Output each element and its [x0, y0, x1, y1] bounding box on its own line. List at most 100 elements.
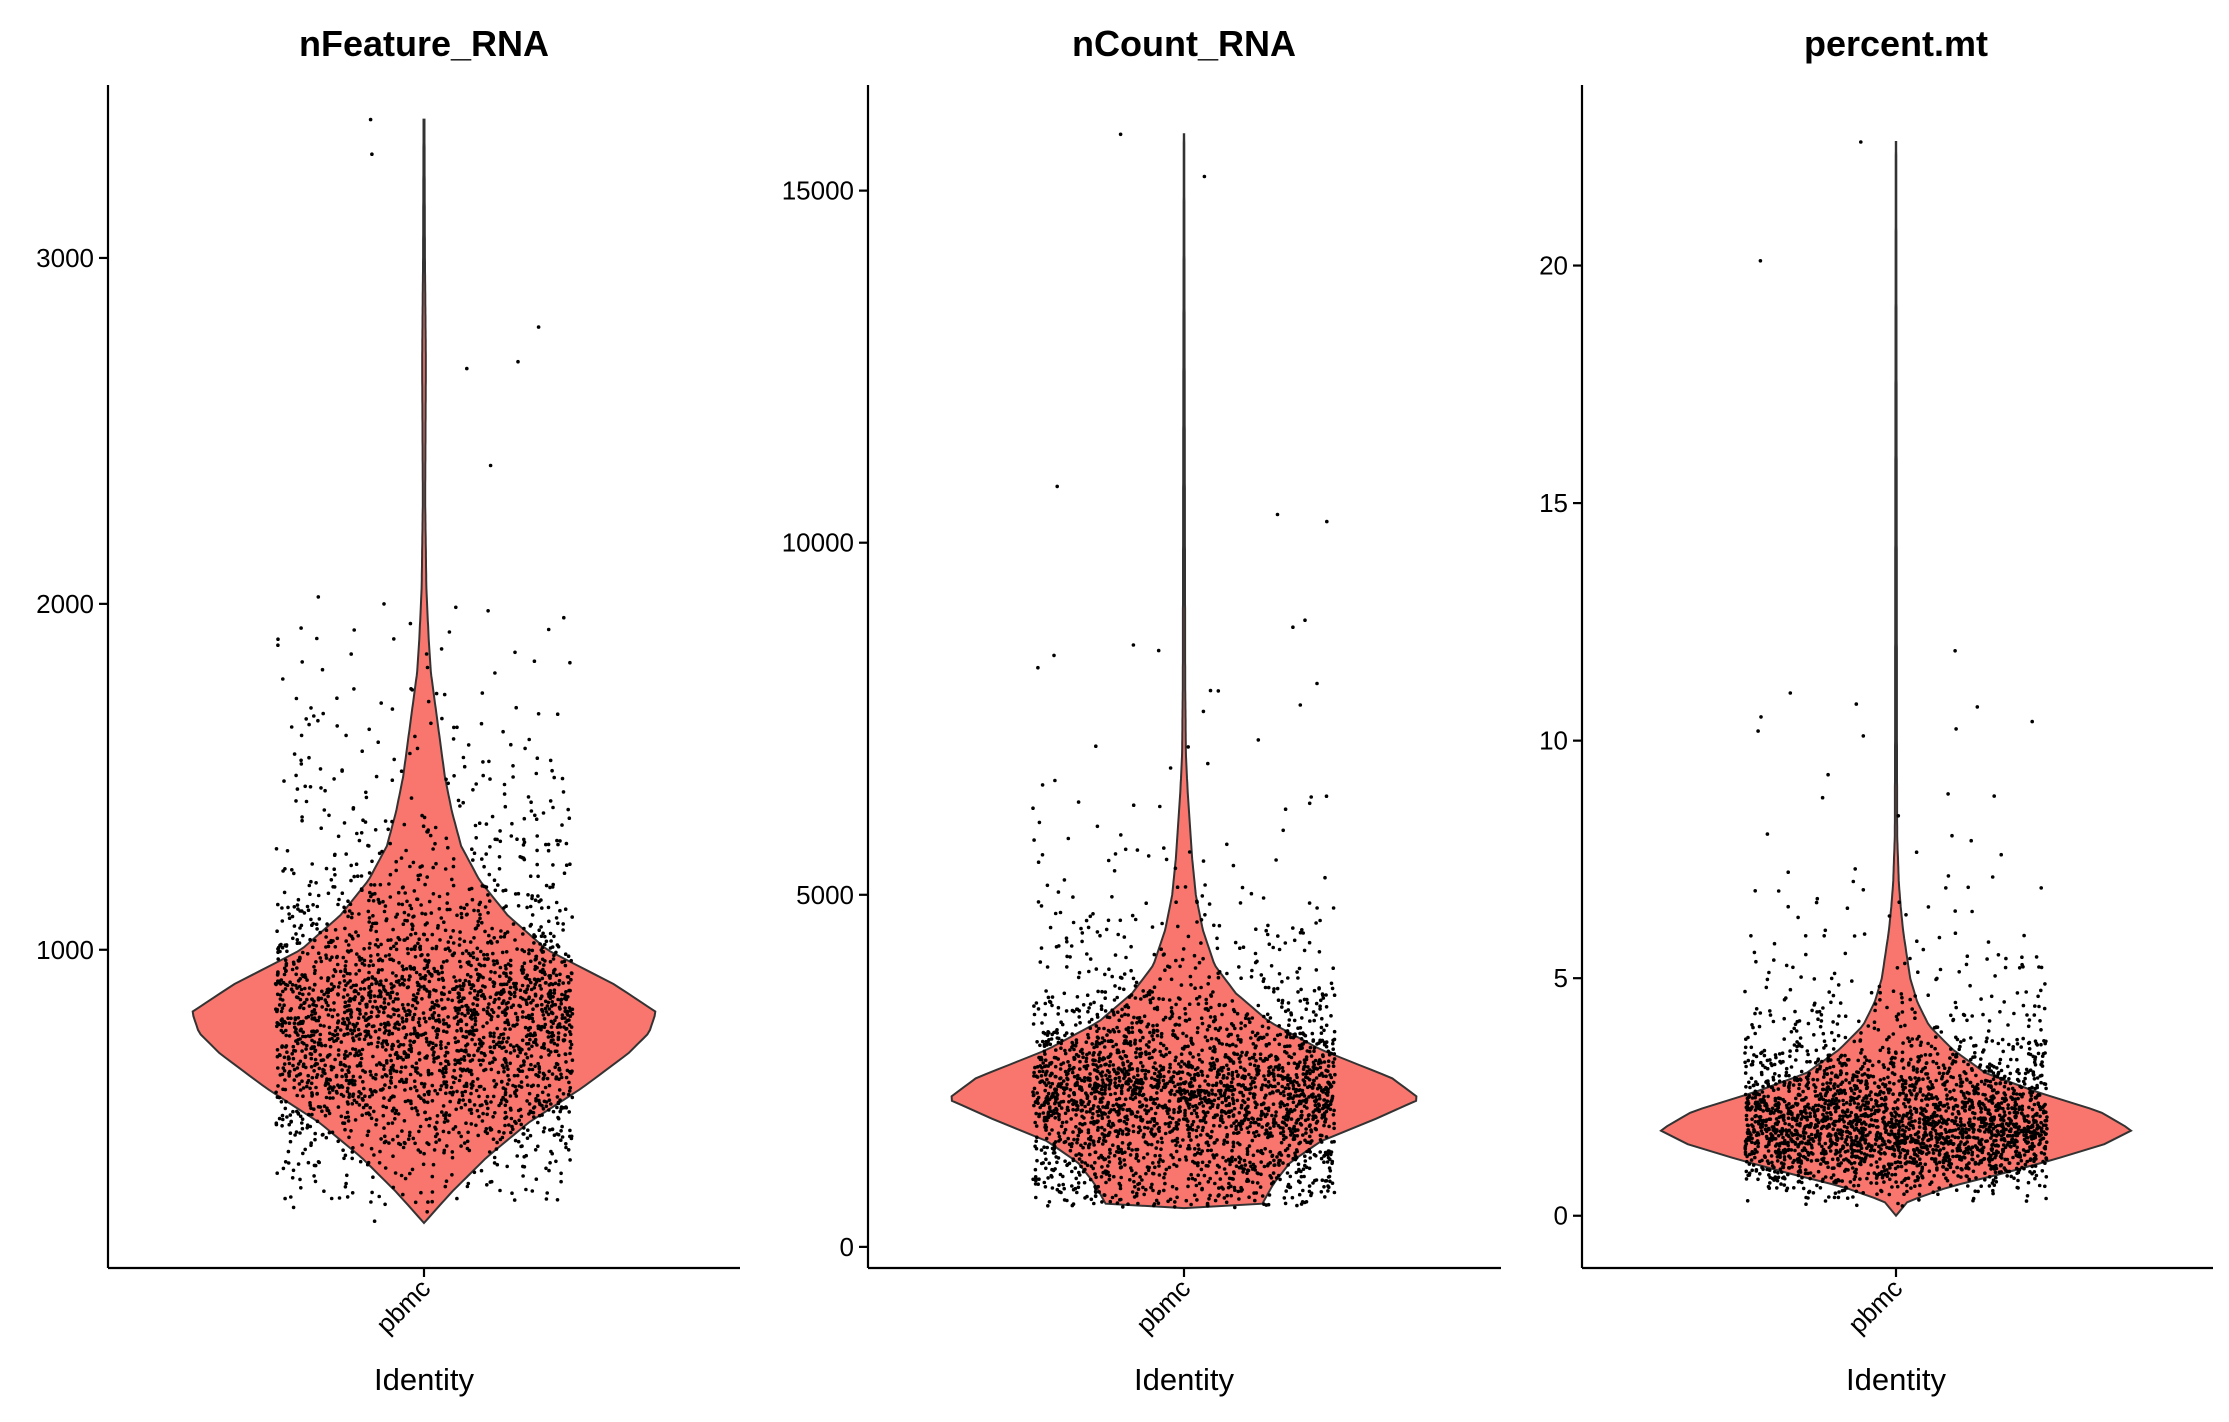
- data-point: [534, 957, 538, 961]
- data-point: [480, 722, 484, 726]
- data-point: [490, 1015, 494, 1019]
- data-point: [406, 986, 410, 990]
- data-point: [512, 922, 516, 926]
- data-point: [345, 1027, 349, 1031]
- data-point: [1050, 1128, 1054, 1132]
- data-point: [388, 842, 392, 846]
- data-point: [1312, 1114, 1316, 1118]
- data-point: [1069, 1149, 1073, 1153]
- data-point: [1079, 1165, 1083, 1169]
- data-point: [361, 1080, 365, 1084]
- data-point: [439, 1043, 443, 1047]
- data-point: [1114, 852, 1118, 856]
- data-point: [1298, 1100, 1302, 1104]
- data-point: [1126, 1060, 1130, 1064]
- data-point: [417, 988, 421, 992]
- data-point: [414, 932, 418, 936]
- data-point: [1040, 1074, 1044, 1078]
- data-point: [536, 1084, 540, 1088]
- data-point: [1071, 1130, 1075, 1134]
- data-point: [1202, 1104, 1206, 1108]
- data-point: [1191, 1055, 1195, 1059]
- data-point: [477, 1095, 481, 1099]
- data-point: [340, 1068, 344, 1072]
- data-point: [388, 1029, 392, 1033]
- data-point: [357, 912, 361, 916]
- data-point: [459, 1027, 463, 1031]
- data-point: [326, 995, 330, 999]
- data-point: [354, 1048, 358, 1052]
- data-point: [1075, 1041, 1079, 1045]
- data-point: [1195, 1198, 1199, 1202]
- outlier-point: [382, 602, 386, 606]
- data-point: [431, 1042, 435, 1046]
- data-point: [389, 938, 393, 942]
- data-point: [289, 1140, 293, 1144]
- data-point: [1237, 1131, 1241, 1135]
- data-point: [509, 971, 513, 975]
- data-point: [499, 1101, 503, 1105]
- data-point: [1255, 1073, 1259, 1077]
- data-point: [395, 948, 399, 952]
- data-point: [1081, 1055, 1085, 1059]
- data-point: [1156, 1034, 1160, 1038]
- data-point: [324, 1044, 328, 1048]
- data-point: [343, 1021, 347, 1025]
- data-point: [355, 952, 359, 956]
- data-point: [312, 1174, 316, 1178]
- data-point: [420, 814, 424, 818]
- data-point: [478, 917, 482, 921]
- data-point: [388, 1086, 392, 1090]
- data-point: [337, 1053, 341, 1057]
- data-point: [1189, 1081, 1193, 1085]
- data-point: [1317, 1094, 1321, 1098]
- data-point: [1122, 1158, 1126, 1162]
- data-point: [1164, 1016, 1168, 1020]
- data-point: [371, 922, 375, 926]
- data-point: [1308, 941, 1312, 945]
- data-point: [392, 1000, 396, 1004]
- data-point: [344, 1050, 348, 1054]
- data-point: [1168, 998, 1172, 1002]
- data-point: [416, 1032, 420, 1036]
- data-point: [503, 1124, 507, 1128]
- data-point: [536, 875, 540, 879]
- data-point: [368, 1106, 372, 1110]
- data-point: [314, 1086, 318, 1090]
- data-point: [291, 968, 295, 972]
- data-point: [1128, 1178, 1132, 1182]
- data-point: [536, 894, 540, 898]
- data-point: [542, 1013, 546, 1017]
- data-point: [1072, 1066, 1076, 1070]
- data-point: [391, 1094, 395, 1098]
- data-point: [1238, 946, 1242, 950]
- data-point: [384, 819, 388, 823]
- data-point: [521, 1010, 525, 1014]
- data-point: [1122, 1063, 1126, 1067]
- data-point: [376, 945, 380, 949]
- data-point: [349, 652, 353, 656]
- data-point: [509, 1051, 513, 1055]
- data-point: [407, 1054, 411, 1058]
- data-point: [1305, 1040, 1309, 1044]
- data-point: [353, 1054, 357, 1058]
- data-point: [1141, 1064, 1145, 1068]
- data-point: [501, 1136, 505, 1140]
- data-point: [1208, 1160, 1212, 1164]
- data-point: [1299, 999, 1303, 1003]
- data-point: [483, 964, 487, 968]
- data-point: [387, 882, 391, 886]
- data-point: [359, 1032, 363, 1036]
- data-point: [469, 940, 473, 944]
- data-point: [423, 883, 427, 887]
- data-point: [1113, 1081, 1117, 1085]
- data-point: [367, 920, 371, 924]
- data-point: [1240, 1127, 1244, 1131]
- data-point: [442, 960, 446, 964]
- data-point: [286, 849, 290, 853]
- data-point: [284, 969, 288, 973]
- data-point: [1195, 1184, 1199, 1188]
- data-point: [1213, 1067, 1217, 1071]
- data-point: [432, 1016, 436, 1020]
- data-point: [392, 1186, 396, 1190]
